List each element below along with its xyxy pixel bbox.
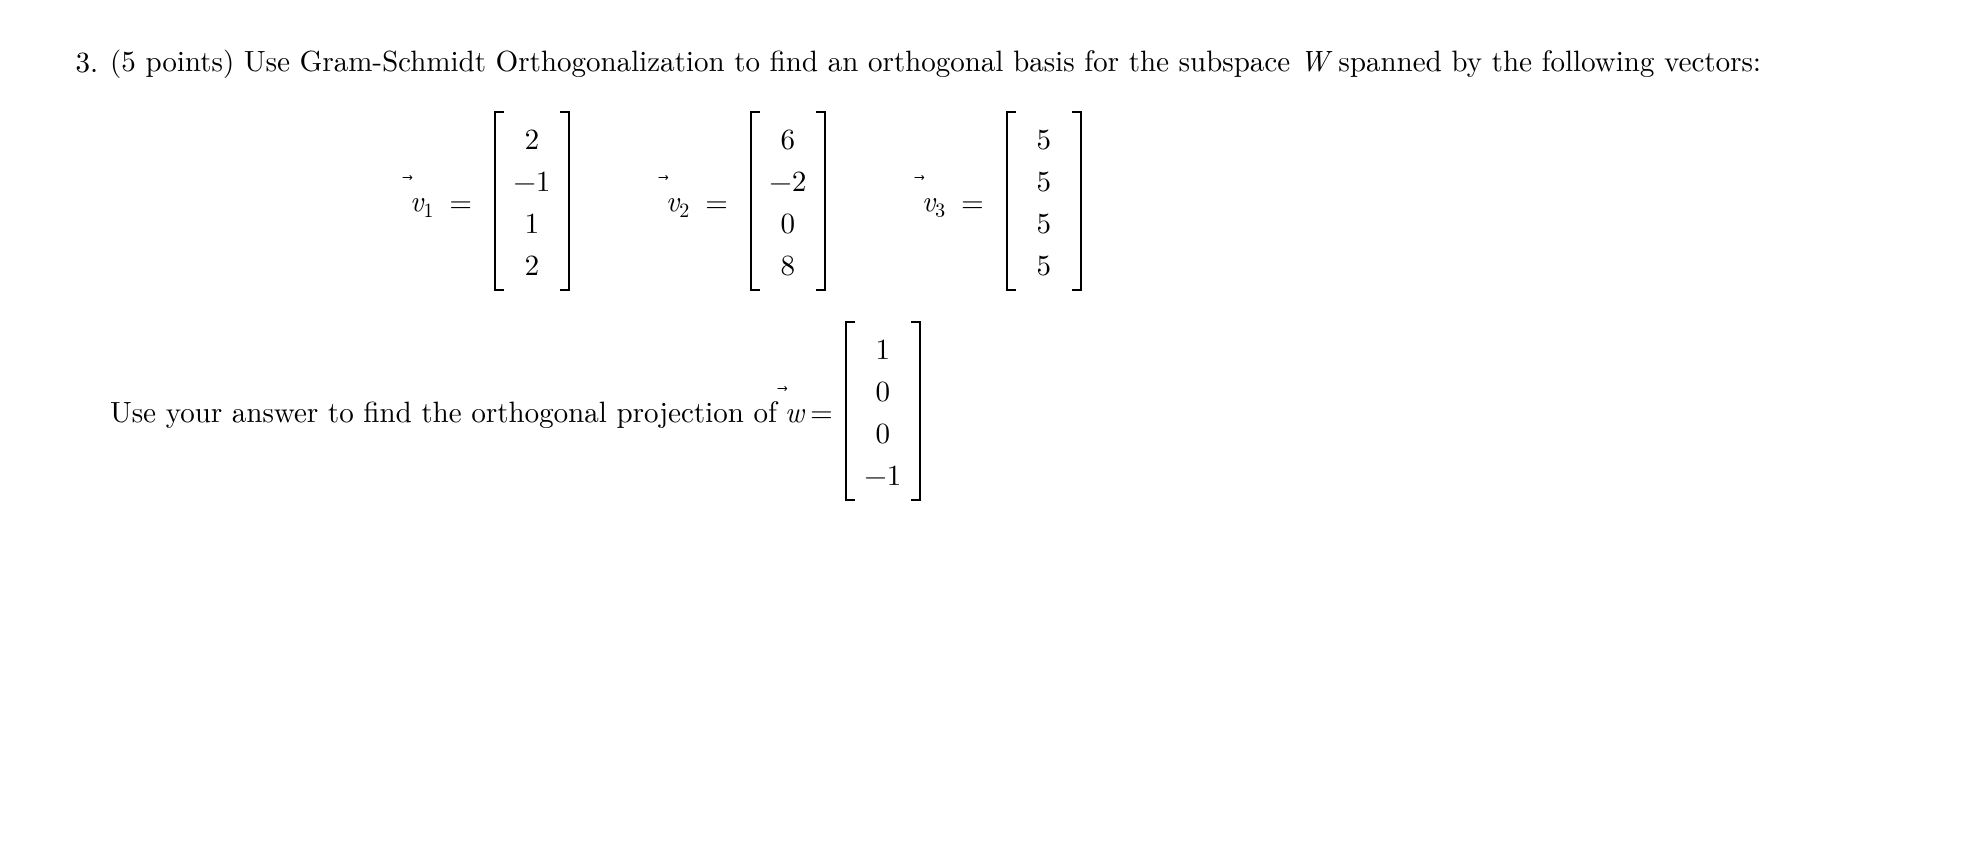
followup-vector-matrix: 1 0 0 −1 — [839, 321, 927, 501]
left-bracket-icon — [1000, 111, 1014, 291]
matrix-column: 5 5 5 5 — [1014, 111, 1074, 291]
vector-matrix-3: 5 5 5 5 — [1000, 111, 1088, 291]
vectors-row: ⃗ v1 = 2 −1 1 2 ⃗ v — [110, 111, 1911, 291]
matrix-cell: 1 — [863, 327, 903, 369]
right-bracket-icon — [818, 111, 832, 291]
left-bracket-icon — [744, 111, 758, 291]
equals-sign: = — [804, 390, 839, 431]
matrix-cell: 5 — [1024, 201, 1064, 243]
vector-matrix-2: 6 −2 0 8 — [744, 111, 832, 291]
matrix-cell: 2 — [512, 243, 552, 285]
followup-row: Use your answer to find the orthogonal p… — [110, 321, 1911, 501]
followup-vector-label: ⃗ w — [785, 390, 804, 431]
vector-expression-3: ⃗ v3 = 5 5 5 5 — [922, 111, 1088, 291]
intro-part1: Use Gram-Schmidt Orthogonalization to fi… — [234, 39, 1300, 80]
matrix-cell: 5 — [1024, 159, 1064, 201]
left-bracket-icon — [839, 321, 853, 501]
vector-expression-1: ⃗ v1 = 2 −1 1 2 — [410, 111, 576, 291]
right-bracket-icon — [913, 321, 927, 501]
vector-var-2: v — [666, 179, 679, 220]
equals-sign: = — [699, 180, 734, 221]
matrix-cell: 0 — [863, 411, 903, 453]
subspace-variable: W — [1300, 39, 1329, 80]
problem-intro: (5 points) Use Gram-Schmidt Orthogonaliz… — [110, 40, 1911, 81]
intro-part2: spanned by the following vectors: — [1329, 39, 1761, 80]
matrix-cell: 5 — [1024, 117, 1064, 159]
right-bracket-icon — [562, 111, 576, 291]
problem-number: 3. — [60, 40, 110, 81]
equals-sign: = — [955, 180, 990, 221]
vector-subscript-2: 2 — [679, 194, 689, 223]
matrix-cell: 2 — [512, 117, 552, 159]
right-bracket-icon — [1074, 111, 1088, 291]
vector-matrix-1: 2 −1 1 2 — [488, 111, 576, 291]
matrix-cell: 0 — [768, 201, 808, 243]
matrix-cell: 1 — [512, 201, 552, 243]
left-bracket-icon — [488, 111, 502, 291]
equals-sign: = — [443, 180, 478, 221]
matrix-cell: 6 — [768, 117, 808, 159]
matrix-cell: 8 — [768, 243, 808, 285]
followup-vector-var: w — [785, 390, 804, 431]
vector-label-2: ⃗ v2 — [666, 179, 689, 223]
vector-var-1: v — [410, 179, 423, 220]
matrix-cell: −1 — [863, 453, 903, 495]
matrix-column: 2 −1 1 2 — [502, 111, 562, 291]
vector-subscript-3: 3 — [935, 194, 945, 223]
vector-subscript-1: 1 — [423, 194, 433, 223]
matrix-cell: 0 — [863, 369, 903, 411]
matrix-cell: 5 — [1024, 243, 1064, 285]
vector-expression-2: ⃗ v2 = 6 −2 0 8 — [666, 111, 832, 291]
problem-container: 3. (5 points) Use Gram-Schmidt Orthogona… — [60, 40, 1911, 501]
matrix-column: 6 −2 0 8 — [758, 111, 818, 291]
problem-body: (5 points) Use Gram-Schmidt Orthogonaliz… — [110, 40, 1911, 501]
points-label: (5 points) — [110, 39, 234, 80]
vector-label-1: ⃗ v1 — [410, 179, 433, 223]
vector-label-3: ⃗ v3 — [922, 179, 945, 223]
followup-text: Use your answer to find the orthogonal p… — [110, 390, 785, 431]
vector-var-3: v — [922, 179, 935, 220]
matrix-cell: −2 — [768, 159, 808, 201]
matrix-column: 1 0 0 −1 — [853, 321, 913, 501]
matrix-cell: −1 — [512, 159, 552, 201]
